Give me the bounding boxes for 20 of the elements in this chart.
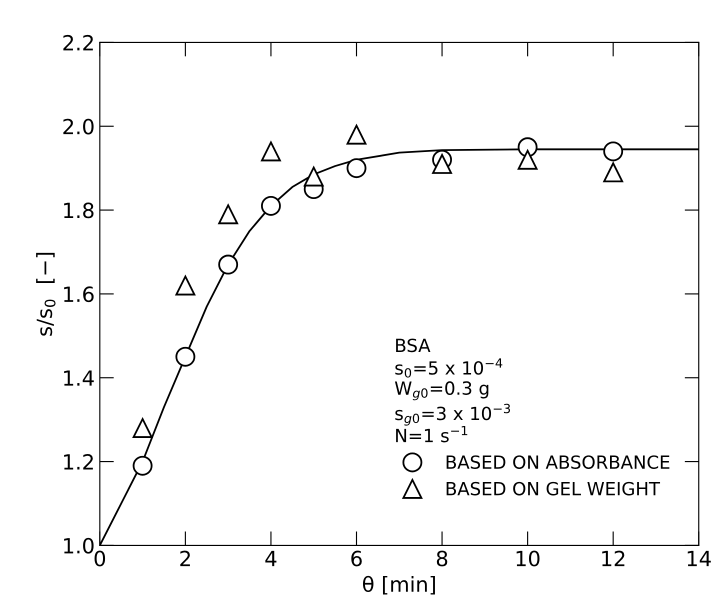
x-tick-label: 10 bbox=[516, 550, 540, 566]
y-tick-label: 2.0 bbox=[63, 118, 94, 134]
x-tick-label: 6 bbox=[351, 550, 362, 566]
y-tick-label: 1.8 bbox=[64, 202, 94, 218]
y-tick-label: 1.2 bbox=[64, 454, 93, 470]
x-tick-label: 8 bbox=[436, 550, 448, 566]
y-tick-label: 1.0 bbox=[64, 538, 94, 554]
x-tick-label: 4 bbox=[265, 550, 276, 566]
x-tick-label: 12 bbox=[602, 550, 624, 566]
legend-label: BASED ON GEL WEIGHT bbox=[446, 482, 660, 496]
legend-label: BASED ON ABSORBANCE bbox=[446, 455, 670, 469]
text: BSA s$_{0}$=5 x 10$^{−4}$ W$_{g0}$=0.3 g s$_{g0}$=3 x 10$^{−3}$ N=1 s$^{−1}$ bbox=[394, 338, 510, 442]
y-tick-label: 2.2 bbox=[63, 34, 93, 50]
y-tick-label: 1.4 bbox=[64, 370, 94, 386]
x-axis-title: θ [min] bbox=[362, 576, 435, 595]
x-tick-label: 14 bbox=[688, 550, 711, 566]
x-tick-label: 0 bbox=[94, 550, 106, 566]
x-tick-label: 2 bbox=[180, 550, 190, 566]
y-tick-label: 1.6 bbox=[64, 286, 94, 302]
y-axis-title: s/s$_{0}$ [−] bbox=[36, 252, 56, 336]
